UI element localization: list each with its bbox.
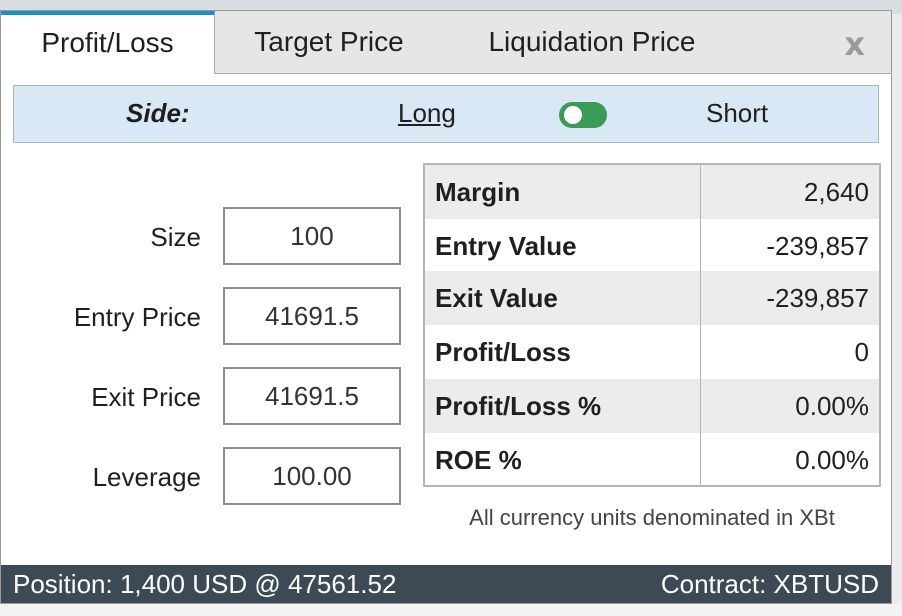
toggle-knob xyxy=(564,106,582,124)
size-input[interactable]: 100 xyxy=(223,207,401,265)
tab-bar: Profit/Loss Target Price Liquidation Pri… xyxy=(1,11,891,74)
column-divider xyxy=(700,165,701,485)
exit-price-input[interactable]: 41691.5 xyxy=(223,367,401,425)
result-key: ROE % xyxy=(435,445,522,475)
long-option[interactable]: Long xyxy=(398,98,456,128)
contract-text: Contract: XBTUSD xyxy=(660,569,879,599)
currency-note: All currency units denominated in XBt xyxy=(469,505,835,530)
result-key: Margin xyxy=(435,177,521,207)
entry-price-input[interactable]: 41691.5 xyxy=(223,287,401,345)
result-row-exit-value: Exit Value -239,857 xyxy=(425,271,879,325)
result-value: -239,857 xyxy=(766,231,869,261)
status-footer: Position: 1,400 USD @ 47561.52 Contract:… xyxy=(1,565,891,603)
result-key: Profit/Loss % xyxy=(435,391,602,421)
background-strip-bottom xyxy=(0,604,902,616)
result-row-profit-loss-pct: Profit/Loss % 0.00% xyxy=(425,379,879,433)
result-value: 0.00% xyxy=(795,391,869,421)
size-label: Size xyxy=(150,222,201,252)
side-selector: Side: Long Short xyxy=(13,85,879,143)
result-value: 0 xyxy=(854,337,869,367)
result-row-roe-pct: ROE % 0.00% xyxy=(425,433,879,487)
result-row-profit-loss: Profit/Loss 0 xyxy=(425,325,879,379)
leverage-label: Leverage xyxy=(92,462,201,492)
short-option[interactable]: Short xyxy=(706,98,769,128)
result-row-margin: Margin 2,640 xyxy=(425,165,879,219)
tab-target-price[interactable]: Target Price xyxy=(254,26,404,57)
tab-liquidation-price[interactable]: Liquidation Price xyxy=(488,26,696,57)
close-icon[interactable]: x xyxy=(844,25,865,63)
result-key: Exit Value xyxy=(435,283,558,313)
side-toggle[interactable] xyxy=(559,102,607,128)
background-strip-right xyxy=(892,14,902,616)
calculator-dialog: Profit/Loss Target Price Liquidation Pri… xyxy=(0,10,892,604)
exit-price-label: Exit Price xyxy=(91,382,201,412)
result-value: 0.00% xyxy=(795,445,869,475)
side-label: Side: xyxy=(126,98,190,128)
result-key: Entry Value xyxy=(435,231,577,261)
result-value: -239,857 xyxy=(766,283,869,313)
entry-price-label: Entry Price xyxy=(73,302,201,332)
result-row-entry-value: Entry Value -239,857 xyxy=(425,219,879,273)
results-table: Margin 2,640 Entry Value -239,857 Exit V… xyxy=(423,163,881,487)
leverage-input[interactable]: 100.00 xyxy=(223,447,401,505)
position-text: Position: 1,400 USD @ 47561.52 xyxy=(13,569,397,599)
result-key: Profit/Loss xyxy=(435,337,571,367)
tab-profit-loss[interactable]: Profit/Loss xyxy=(1,11,215,74)
result-value: 2,640 xyxy=(803,177,869,207)
